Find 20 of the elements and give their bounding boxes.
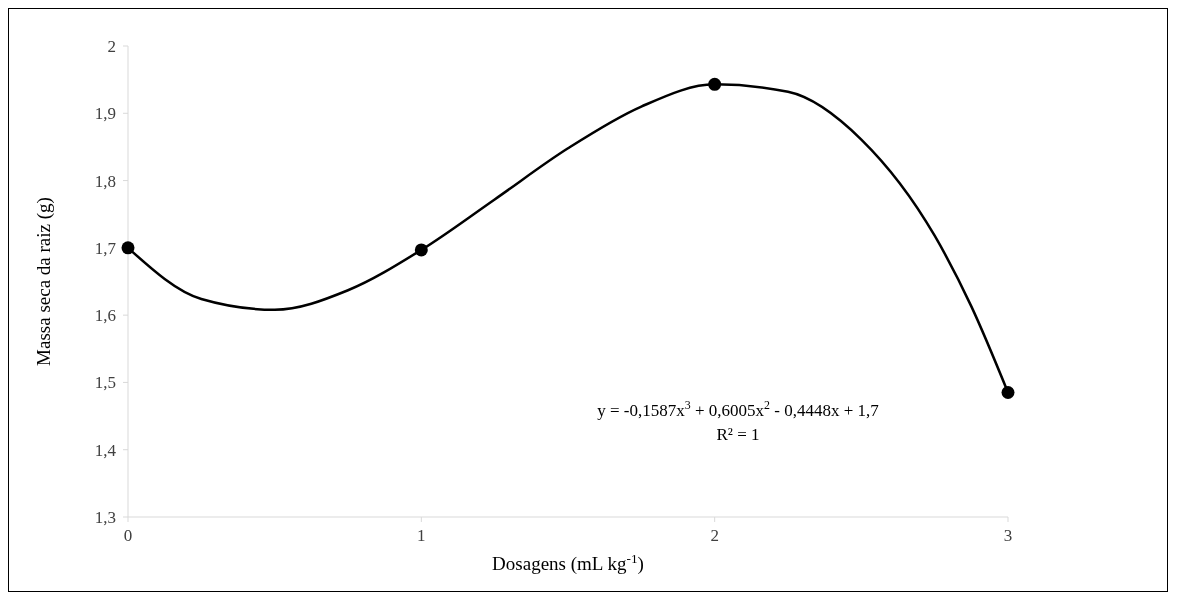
point <box>121 241 135 255</box>
point <box>1001 386 1015 400</box>
x-tick-label: 1 <box>417 526 426 545</box>
y-tick-label: 1,9 <box>94 104 116 124</box>
y-tick-label: 1,8 <box>94 171 116 191</box>
y-tick-label: 1,4 <box>94 440 117 460</box>
y-tick-label: 2 <box>107 36 116 56</box>
point <box>708 77 722 91</box>
y-tick-label: 1,6 <box>94 306 116 326</box>
x-tick-label: 3 <box>1003 526 1013 545</box>
y-tick-label: 1,5 <box>94 373 116 393</box>
y-tick-label: 1,3 <box>94 507 116 527</box>
annotation: y = -0,1587x$^{3}$ + 0,6005x$^{2}$ - 0,4448x + 1,7 <box>597 398 880 420</box>
x-axis-title: Dosagens (mL kg$^{-1}$) <box>492 550 644 575</box>
y-tick-label: 1,7 <box>94 238 117 258</box>
y-axis-title: Massa seca da raiz (g) <box>33 197 55 366</box>
annotation: R² = 1 <box>716 425 760 444</box>
point <box>414 243 428 257</box>
x-tick-label: 2 <box>710 526 719 545</box>
x-tick-label: 0 <box>123 526 133 545</box>
